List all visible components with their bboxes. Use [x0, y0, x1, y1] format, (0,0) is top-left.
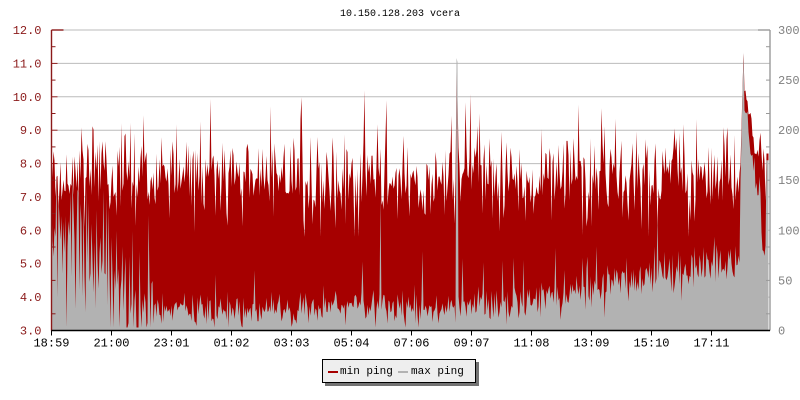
- svg-text:3.0: 3.0: [20, 325, 42, 339]
- svg-text:21:00: 21:00: [93, 337, 129, 351]
- svg-text:05:04: 05:04: [333, 337, 369, 351]
- svg-text:13:09: 13:09: [573, 337, 609, 351]
- svg-text:17:11: 17:11: [693, 337, 729, 351]
- svg-text:9.0: 9.0: [20, 124, 42, 138]
- svg-text:150: 150: [778, 174, 800, 188]
- svg-text:50: 50: [778, 274, 792, 288]
- svg-text:15:10: 15:10: [633, 337, 669, 351]
- svg-text:5.0: 5.0: [20, 258, 42, 272]
- svg-text:7.0: 7.0: [20, 191, 42, 205]
- svg-text:18:59: 18:59: [33, 337, 69, 351]
- svg-text:300: 300: [778, 24, 800, 38]
- svg-text:6.0: 6.0: [20, 224, 42, 238]
- svg-text:11:08: 11:08: [513, 337, 549, 351]
- svg-text:10.0: 10.0: [13, 91, 42, 105]
- svg-text:0: 0: [778, 325, 785, 339]
- svg-text:12.0: 12.0: [13, 24, 42, 38]
- svg-text:07:06: 07:06: [393, 337, 429, 351]
- svg-text:23:01: 23:01: [153, 337, 189, 351]
- svg-text:11.0: 11.0: [13, 57, 42, 71]
- svg-text:8.0: 8.0: [20, 158, 42, 172]
- svg-text:4.0: 4.0: [20, 291, 42, 305]
- svg-text:100: 100: [778, 224, 800, 238]
- svg-text:200: 200: [778, 124, 800, 138]
- svg-text:01:02: 01:02: [213, 337, 249, 351]
- svg-text:09:07: 09:07: [453, 337, 489, 351]
- svg-text:03:03: 03:03: [273, 337, 309, 351]
- svg-text:250: 250: [778, 74, 800, 88]
